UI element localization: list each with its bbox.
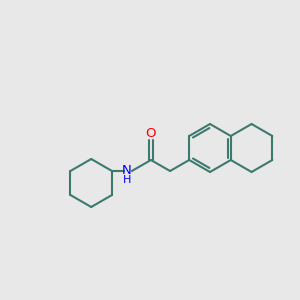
Text: O: O [146, 127, 156, 140]
Text: H: H [123, 175, 131, 185]
Text: N: N [122, 164, 132, 176]
